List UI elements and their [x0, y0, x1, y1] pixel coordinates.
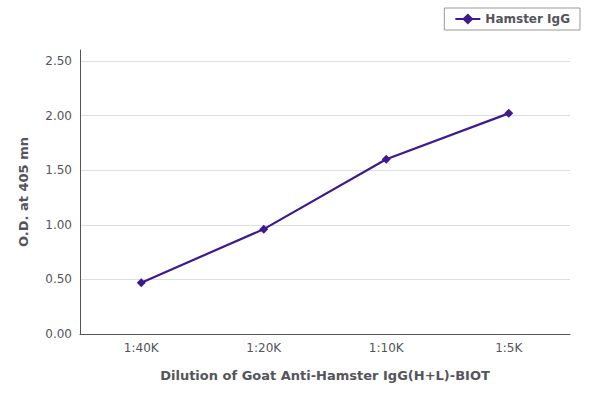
- svg-text:1:5K: 1:5K: [495, 341, 523, 355]
- svg-text:2.00: 2.00: [45, 109, 72, 123]
- svg-text:1.00: 1.00: [45, 218, 72, 232]
- svg-text:Dilution of Goat Anti-Hamster: Dilution of Goat Anti-Hamster IgG(H+L)-B…: [160, 368, 490, 383]
- svg-text:Hamster IgG: Hamster IgG: [485, 12, 570, 26]
- svg-text:0.50: 0.50: [45, 272, 72, 286]
- svg-text:0.00: 0.00: [45, 327, 72, 341]
- svg-text:1:20K: 1:20K: [246, 341, 282, 355]
- svg-text:1.50: 1.50: [45, 163, 72, 177]
- svg-text:O.D. at 405 mn: O.D. at 405 mn: [16, 137, 31, 247]
- svg-text:2.50: 2.50: [45, 54, 72, 68]
- svg-text:1:10K: 1:10K: [369, 341, 405, 355]
- svg-text:1:40K: 1:40K: [124, 341, 160, 355]
